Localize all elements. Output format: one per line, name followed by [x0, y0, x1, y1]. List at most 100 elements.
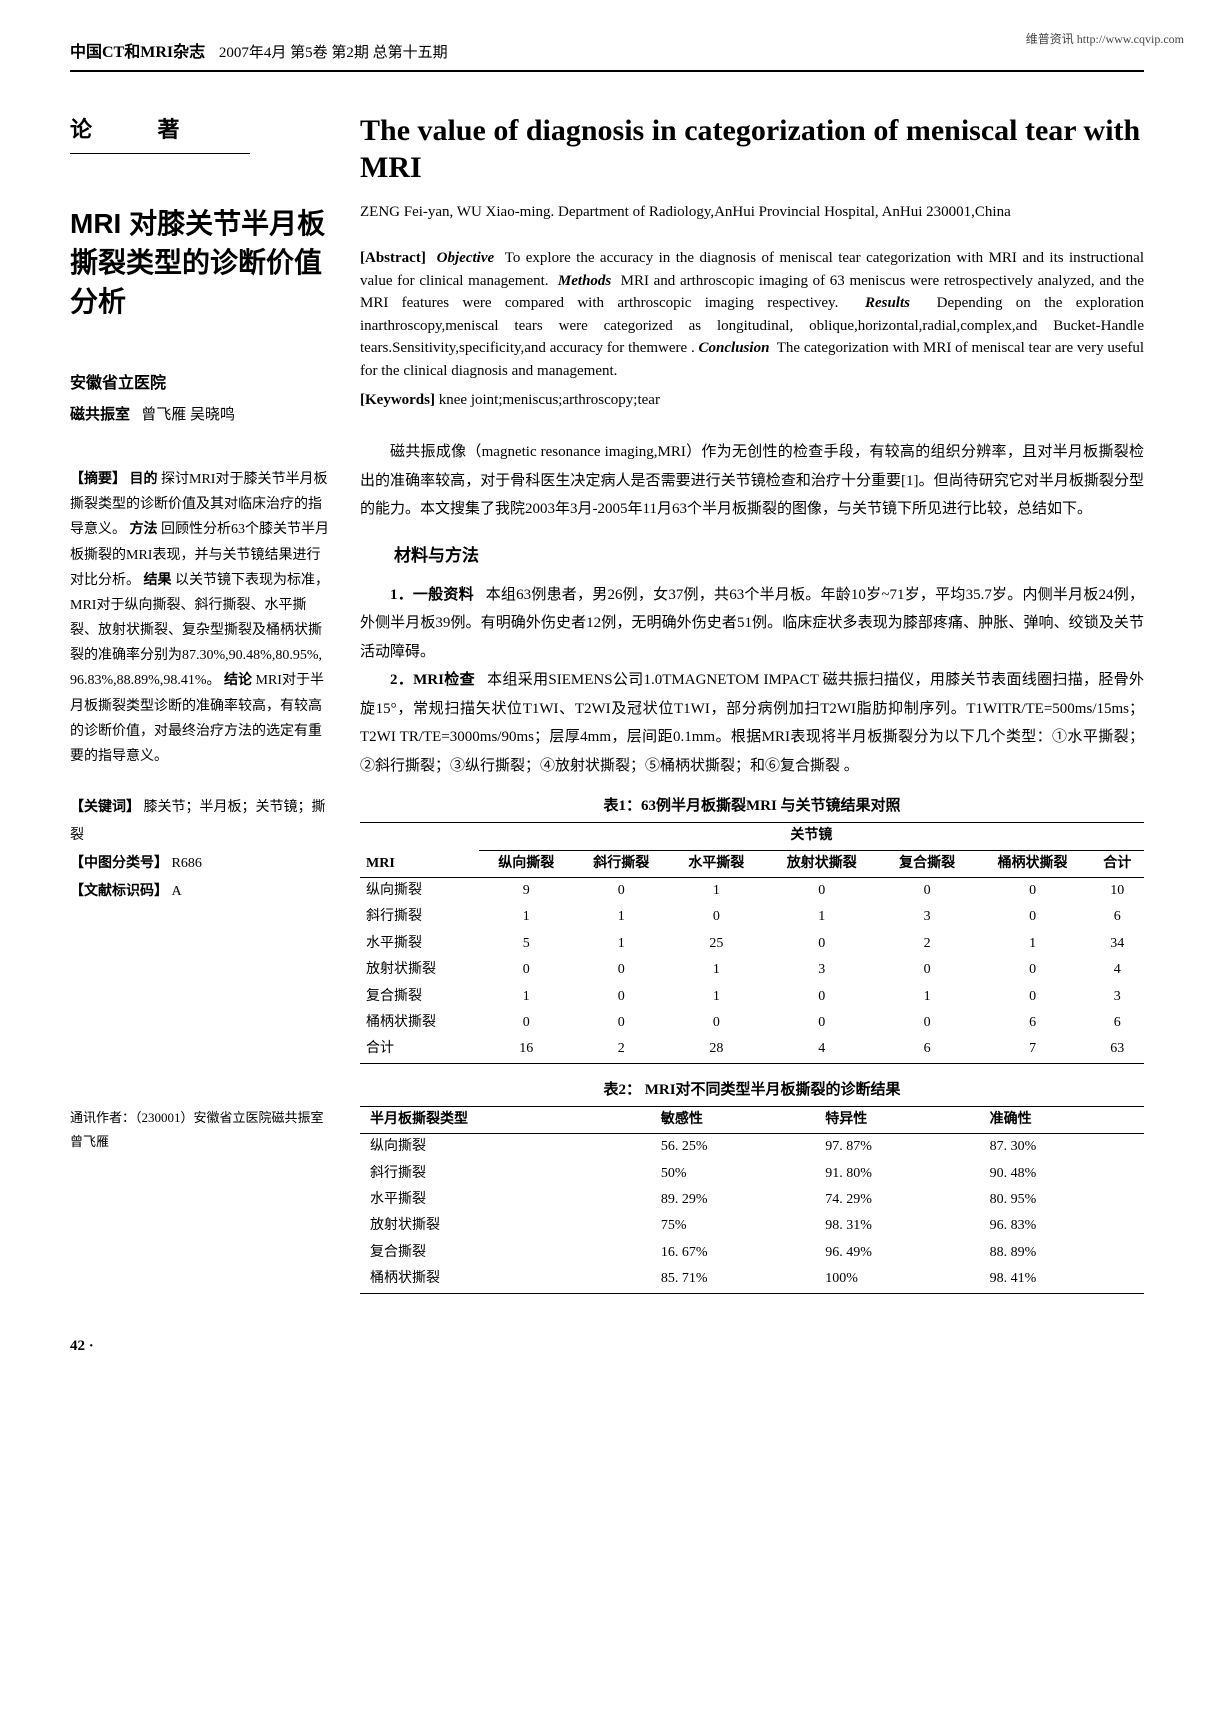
cell: 0: [574, 984, 669, 1010]
table2: 半月板撕裂类型 敏感性 特异性 准确性 纵向撕裂56. 25%97. 87%87…: [360, 1106, 1144, 1294]
cell: 4: [764, 1036, 880, 1063]
cls-head: 【中图分类号】: [70, 856, 168, 871]
cell: 0: [764, 984, 880, 1010]
table-row: 复合撕裂16. 67%96. 49%88. 89%: [360, 1240, 1144, 1266]
meth-head: 方法: [130, 522, 158, 537]
cell: 3: [764, 957, 880, 983]
cell: 97. 87%: [815, 1134, 979, 1161]
table1-col: 桶柄状撕裂: [975, 850, 1091, 877]
cell: 复合撕裂: [360, 1240, 651, 1266]
cell: 纵向撕裂: [360, 1134, 651, 1161]
table-row: 复合撕裂1010103: [360, 984, 1144, 1010]
row-label: 纵向撕裂: [360, 878, 479, 905]
cell: 5: [479, 931, 574, 957]
cell: 0: [669, 904, 764, 930]
cell: 0: [479, 1010, 574, 1036]
english-authors: ZENG Fei-yan, WU Xiao-ming. Department o…: [360, 201, 1144, 224]
cell: 1: [479, 904, 574, 930]
table-row: 斜行撕裂1101306: [360, 904, 1144, 930]
intro-paragraph: 磁共振成像（magnetic resonance imaging,MRI）作为无…: [360, 438, 1144, 524]
table2-header-row: 半月板撕裂类型 敏感性 特异性 准确性: [360, 1106, 1144, 1133]
cell: 96. 49%: [815, 1240, 979, 1266]
left-column: 论 著 MRI 对膝关节半月板撕裂类型的诊断价值分析 安徽省立医院 磁共振室 曾…: [70, 112, 330, 1304]
cell: 1: [764, 904, 880, 930]
p1-lead: 1．一般资料: [390, 587, 474, 603]
cell: 6: [975, 1010, 1091, 1036]
english-title: The value of diagnosis in categorization…: [360, 112, 1144, 187]
table1-caption: 表1：63例半月板撕裂MRI 与关节镜结果对照: [360, 794, 1144, 818]
corresponding-author: 通讯作者：（230001）安徽省立医院磁共振室 曾飞雁: [70, 1106, 330, 1153]
cell: 1: [574, 904, 669, 930]
heading-materials: 材料与方法: [394, 542, 1144, 569]
cell: 斜行撕裂: [360, 1161, 651, 1187]
cell: 2: [880, 931, 975, 957]
cell: 0: [669, 1010, 764, 1036]
cell: 80. 95%: [980, 1187, 1144, 1213]
row-label: 桶柄状撕裂: [360, 1010, 479, 1036]
code-head: 【文献标识码】: [70, 884, 168, 899]
cell: 1: [574, 931, 669, 957]
table-row: 水平撕裂512502134: [360, 931, 1144, 957]
p2-text: 本组采用SIEMENS公司1.0TMAGNETOM IMPACT 磁共振扫描仪，…: [360, 672, 1144, 774]
cell: 0: [574, 878, 669, 905]
cell: 9: [479, 878, 574, 905]
obj-head: 目的: [130, 472, 158, 487]
table-row: 放射状撕裂0013004: [360, 957, 1144, 983]
cell: 74. 29%: [815, 1187, 979, 1213]
cell: 98. 41%: [980, 1266, 1144, 1293]
cell: 3: [1090, 984, 1144, 1010]
cell: 10: [1090, 878, 1144, 905]
chinese-title: MRI 对膝关节半月板撕裂类型的诊断价值分析: [70, 204, 330, 322]
table2-body: 纵向撕裂56. 25%97. 87%87. 30%斜行撕裂50%91. 80%9…: [360, 1134, 1144, 1293]
cell: 63: [1090, 1036, 1144, 1063]
section-label: 论 著: [70, 112, 250, 154]
cell: 75%: [651, 1213, 815, 1239]
cell: 0: [764, 931, 880, 957]
table1-col: 纵向撕裂: [479, 850, 574, 877]
table-row: 桶柄状撕裂0000066: [360, 1010, 1144, 1036]
table1-body: 纵向撕裂90100010斜行撕裂1101306水平撕裂512502134放射状撕…: [360, 878, 1144, 1064]
cell: 1: [669, 957, 764, 983]
journal-name: 中国CT和MRI杂志: [70, 44, 205, 61]
cell: 91. 80%: [815, 1161, 979, 1187]
conc-head: 结论: [224, 673, 252, 688]
table1-col: 放射状撕裂: [764, 850, 880, 877]
cell: 1: [669, 878, 764, 905]
cell: 6: [880, 1036, 975, 1063]
code-text: A: [172, 884, 182, 899]
res-head: 结果: [144, 573, 172, 588]
journal-issue: 2007年4月 第5卷 第2期 总第十五期: [219, 45, 448, 61]
cell: 100%: [815, 1266, 979, 1293]
table1-col: 斜行撕裂: [574, 850, 669, 877]
table2-col: 准确性: [980, 1106, 1144, 1133]
cell: 0: [574, 957, 669, 983]
row-label: 复合撕裂: [360, 984, 479, 1010]
cell: 1: [975, 931, 1091, 957]
table1: MRI 关节镜 纵向撕裂 斜行撕裂 水平撕裂 放射状撕裂 复合撕裂 桶柄状撕裂 …: [360, 822, 1144, 1064]
table-row: 纵向撕裂90100010: [360, 878, 1144, 905]
department-authors: 磁共振室 曾飞雁 吴晓鸣: [70, 403, 330, 427]
cell: 96. 83%: [980, 1213, 1144, 1239]
p2-lead: 2．MRI检查: [390, 672, 475, 688]
table-row: 桶柄状撕裂85. 71%100%98. 41%: [360, 1266, 1144, 1293]
kw-head: 【关键词】: [70, 800, 140, 815]
english-keywords: [Keywords] knee joint;meniscus;arthrosco…: [360, 388, 1144, 412]
table1-col: 复合撕裂: [880, 850, 975, 877]
abs-label: [Abstract]: [360, 250, 426, 266]
table1-super-header: 关节镜: [479, 823, 1144, 850]
cell: 0: [764, 878, 880, 905]
table1-row-header-label: MRI: [360, 823, 479, 878]
watermark-text: 维普资讯 http://www.cqvip.com: [1026, 30, 1184, 49]
cell: 34: [1090, 931, 1144, 957]
affiliation: 安徽省立医院: [70, 371, 330, 397]
cell: 0: [975, 984, 1091, 1010]
cell: 89. 29%: [651, 1187, 815, 1213]
cell: 90. 48%: [980, 1161, 1144, 1187]
table2-col: 特异性: [815, 1106, 979, 1133]
cell: 桶柄状撕裂: [360, 1266, 651, 1293]
table1-col: 合计: [1090, 850, 1144, 877]
paragraph-2: 2．MRI检查 本组采用SIEMENS公司1.0TMAGNETOM IMPACT…: [360, 666, 1144, 780]
journal-header: 中国CT和MRI杂志 2007年4月 第5卷 第2期 总第十五期: [70, 40, 1144, 72]
cell: 85. 71%: [651, 1266, 815, 1293]
cell: 4: [1090, 957, 1144, 983]
